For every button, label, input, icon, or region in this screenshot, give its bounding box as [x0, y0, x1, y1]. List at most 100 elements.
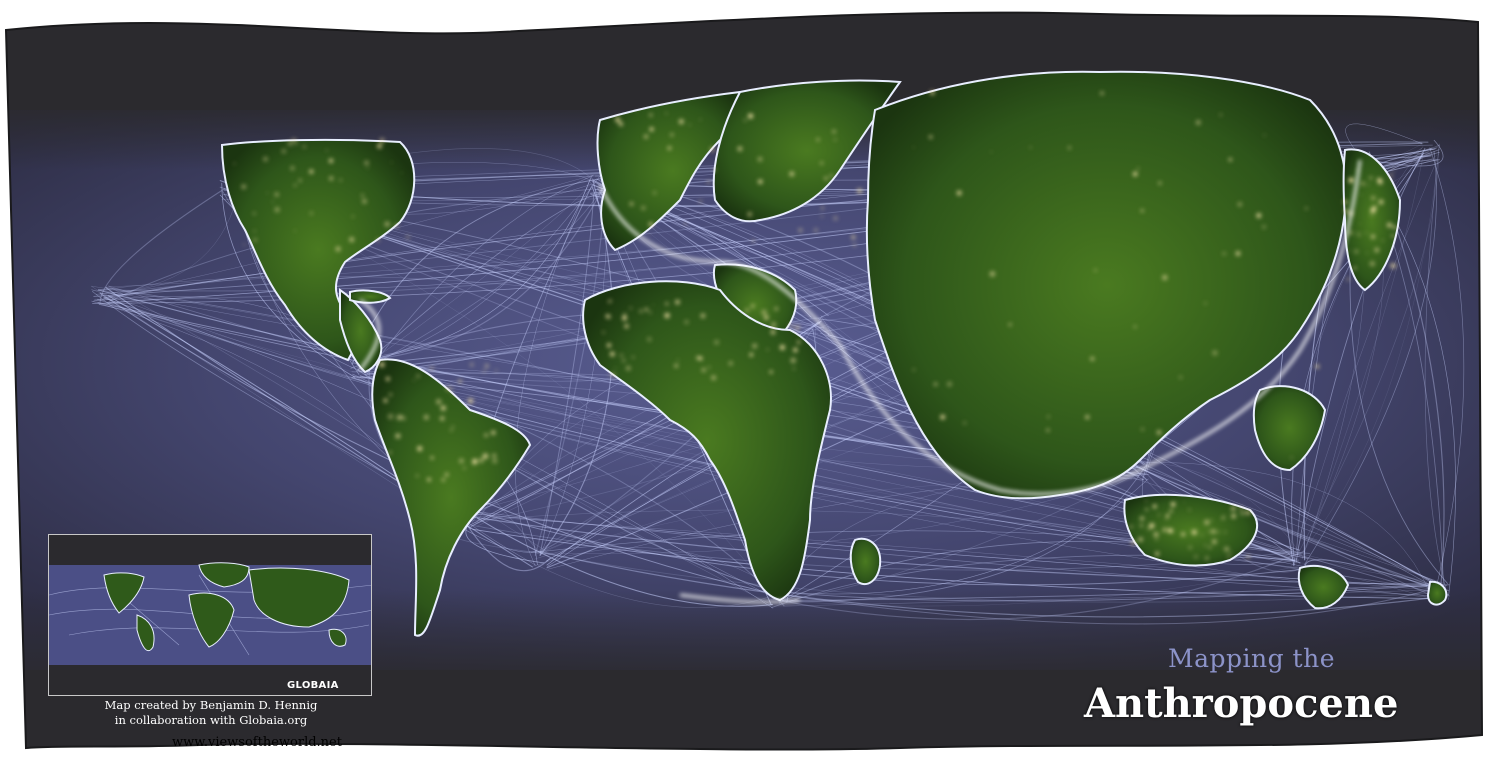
inset-map-graphic — [49, 562, 371, 665]
city-light — [940, 414, 946, 420]
city-light — [1047, 415, 1050, 418]
city-light — [430, 456, 434, 460]
city-light — [1153, 532, 1159, 537]
shipping-route — [233, 190, 1447, 587]
city-light — [990, 151, 993, 153]
shipping-route — [99, 194, 238, 295]
shipping-route — [97, 298, 1311, 555]
city-light — [929, 135, 933, 139]
city-light — [1357, 232, 1360, 235]
city-light — [912, 146, 915, 149]
city-light — [379, 362, 385, 368]
city-light — [929, 90, 935, 96]
city-light — [614, 367, 616, 369]
city-light — [1371, 195, 1376, 201]
city-light — [1390, 178, 1394, 181]
city-light — [1129, 524, 1133, 529]
city-light — [1208, 545, 1212, 549]
title-main: Anthropocene — [1084, 680, 1399, 727]
city-light — [1090, 356, 1095, 361]
city-light — [1139, 516, 1145, 521]
city-light — [1227, 555, 1230, 558]
shipping-route — [366, 175, 594, 375]
city-light — [1046, 428, 1050, 432]
south-america — [371, 358, 532, 637]
city-light — [1138, 537, 1143, 542]
city-light — [708, 366, 711, 369]
city-light — [1195, 120, 1201, 125]
city-light — [253, 212, 256, 215]
caribbean — [349, 289, 392, 304]
city-light — [266, 191, 269, 194]
city-light — [766, 348, 769, 351]
city-light — [1343, 199, 1348, 204]
city-light — [1240, 510, 1245, 516]
city-light — [644, 307, 648, 312]
city-light — [794, 325, 800, 331]
city-light — [467, 398, 474, 404]
city-light — [652, 191, 657, 195]
city-light — [1354, 249, 1359, 254]
shipping-route — [356, 192, 605, 371]
city-light — [233, 162, 236, 165]
shipping-route — [1140, 461, 1304, 558]
city-light — [829, 173, 833, 178]
city-light — [757, 156, 763, 162]
credit-line-1: Map created by Benjamin D. Hennig — [104, 698, 318, 712]
city-light — [751, 304, 755, 308]
city-light — [447, 386, 453, 392]
shipping-route — [362, 178, 591, 361]
city-light — [1180, 532, 1186, 537]
city-light — [615, 117, 621, 123]
city-light — [709, 146, 715, 152]
city-light — [1140, 524, 1143, 527]
shipping-route — [540, 181, 609, 555]
city-light — [963, 421, 967, 425]
city-light — [1141, 428, 1144, 431]
city-light — [243, 243, 245, 246]
city-light — [609, 351, 615, 357]
city-light — [1165, 514, 1170, 518]
city-light — [1366, 252, 1368, 254]
city-light — [325, 149, 328, 152]
city-light — [492, 453, 496, 458]
city-light — [417, 446, 423, 452]
city-light — [813, 228, 818, 233]
credit-text: Map created by Benjamin D. Hennig in col… — [48, 698, 374, 728]
shipping-route — [779, 478, 1149, 595]
new-zealand — [1426, 580, 1448, 606]
city-light — [798, 228, 803, 233]
city-light — [789, 171, 795, 177]
city-light — [707, 180, 711, 184]
city-light — [427, 477, 431, 482]
city-light — [1390, 263, 1396, 269]
city-light — [648, 222, 654, 227]
website-link[interactable]: www.viewsoftheworld.net — [172, 735, 342, 750]
shipping-route — [229, 182, 1446, 584]
city-light — [834, 138, 837, 141]
shipping-route — [368, 174, 610, 369]
city-light — [1183, 501, 1186, 504]
city-light — [364, 160, 369, 166]
city-light — [674, 363, 679, 368]
city-light — [309, 211, 314, 215]
city-light — [1211, 529, 1216, 534]
shipping-route — [779, 465, 1146, 603]
city-light — [1391, 234, 1395, 238]
city-light — [607, 301, 610, 303]
city-light — [1378, 199, 1384, 205]
city-light — [1237, 202, 1242, 207]
city-light — [1212, 350, 1218, 356]
city-light — [643, 134, 649, 139]
city-light — [747, 212, 752, 217]
city-light — [1029, 146, 1032, 149]
city-light — [1360, 193, 1363, 196]
city-light — [1162, 528, 1166, 532]
city-light — [362, 198, 367, 204]
city-light — [415, 474, 419, 478]
city-light — [463, 467, 466, 470]
city-light — [678, 119, 684, 125]
city-light — [1170, 502, 1176, 507]
city-light — [253, 230, 256, 233]
city-light — [821, 215, 823, 218]
